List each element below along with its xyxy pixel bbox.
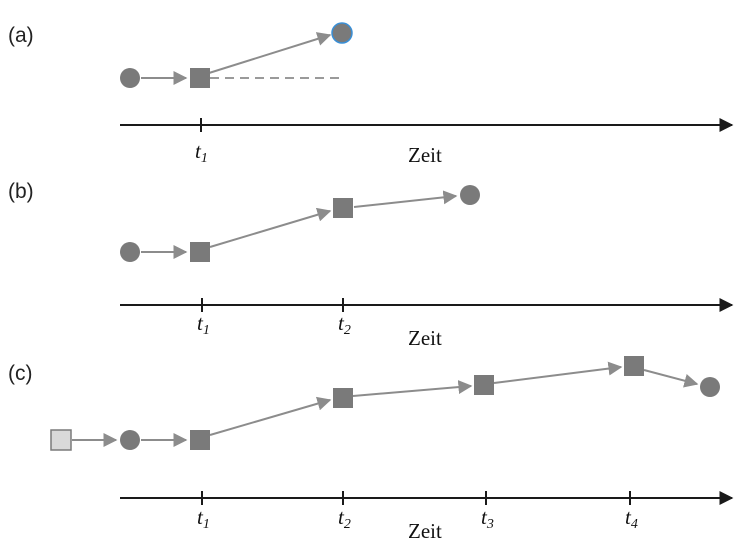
edge — [493, 361, 623, 384]
circle-node — [120, 68, 140, 88]
square-node — [474, 375, 494, 395]
square-node — [190, 68, 210, 88]
tick-label-t4: t4 — [625, 505, 638, 532]
panel-c: (c) t1 t2 t3 t4 Zeit — [8, 356, 734, 540]
circle-node — [700, 377, 720, 397]
edge — [353, 190, 458, 208]
circle-node — [120, 242, 140, 262]
square-node — [190, 242, 210, 262]
edge — [352, 380, 473, 397]
tick-label-t3: t3 — [481, 505, 494, 532]
circle-node — [120, 430, 140, 450]
tick-label-t1: t1 — [197, 311, 210, 338]
circle-node — [460, 185, 480, 205]
tick-label-t1: t1 — [197, 505, 210, 532]
tick-label-t1: t1 — [195, 139, 208, 166]
edge — [209, 207, 332, 248]
tick-label-t2: t2 — [338, 505, 351, 532]
axis-label: Zeit — [408, 519, 442, 540]
square-node — [624, 356, 644, 376]
panel-c-label: (c) — [8, 362, 33, 385]
square-node-light — [50, 429, 72, 451]
edge — [208, 32, 332, 74]
square-node — [333, 388, 353, 408]
edge — [209, 396, 332, 436]
panel-b: (b) t1 t2 Zeit — [8, 180, 734, 350]
edge — [643, 369, 699, 388]
square-node — [190, 430, 210, 450]
axis-label: Zeit — [408, 326, 442, 350]
square-node — [333, 198, 353, 218]
panel-a-label: (a) — [8, 24, 34, 47]
panel-a: (a) t1 Zeit — [8, 22, 734, 167]
tick-label-t2: t2 — [338, 311, 351, 338]
panel-b-label: (b) — [8, 180, 34, 203]
circle-node-highlighted — [331, 22, 353, 44]
axis-label: Zeit — [408, 143, 442, 167]
